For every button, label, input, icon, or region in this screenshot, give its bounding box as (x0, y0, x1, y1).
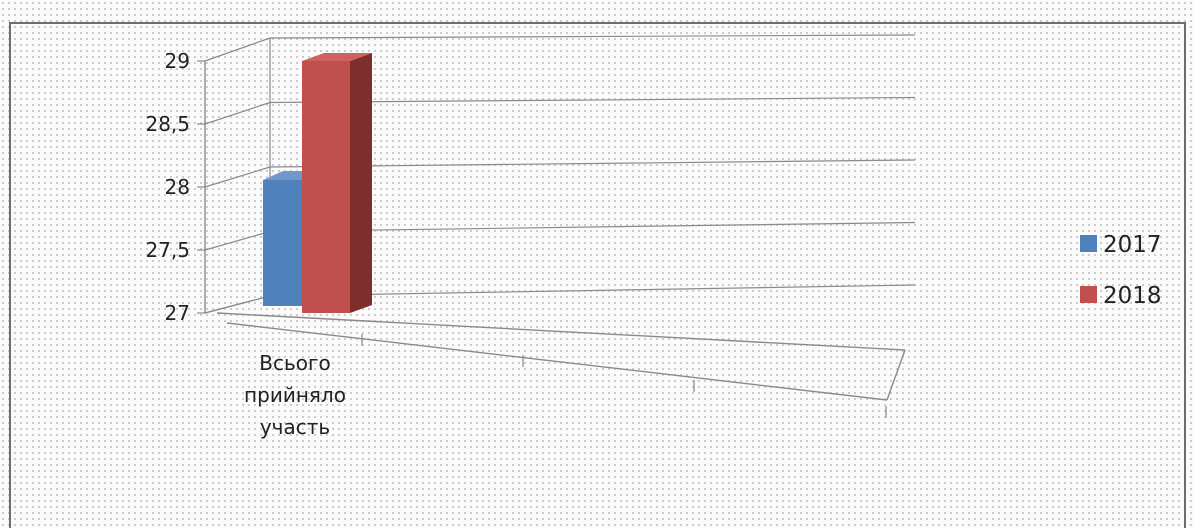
y-tick-label: 27 (165, 301, 190, 325)
gridline-1 (269, 221, 916, 233)
category-label: Всього (259, 351, 330, 375)
legend-swatch-2017 (1080, 235, 1097, 252)
category-label: участь (260, 415, 330, 439)
y-tick-label: 28 (165, 175, 190, 199)
side-gridline-4 (204, 37, 271, 62)
gridline-2 (269, 159, 916, 168)
gridline-4 (269, 34, 916, 39)
bar-2018 (302, 61, 350, 313)
y-tick-label: 29 (165, 49, 190, 73)
x-axis (226, 322, 888, 401)
gridline-3 (269, 96, 916, 104)
side-gridline-2 (204, 166, 271, 188)
y-tick-label: 27,5 (145, 238, 190, 262)
bar-2018-side (350, 53, 372, 313)
gridline-0 (269, 284, 916, 297)
floor-right-edge (886, 349, 906, 401)
category-label: прийняло (244, 383, 346, 407)
side-gridline-3 (204, 101, 271, 125)
chart-frame (9, 22, 1186, 528)
y-tick-label: 28,5 (145, 112, 190, 136)
side-gridline-1 (204, 230, 271, 251)
legend-label-2017: 2017 (1103, 232, 1162, 258)
legend-swatch-2018 (1080, 286, 1097, 303)
legend-label-2018: 2018 (1103, 283, 1162, 309)
floor-front-edge (216, 312, 906, 351)
floor-left-edge (204, 295, 271, 314)
bar-2018-top (302, 53, 372, 61)
bar-2017 (263, 180, 305, 306)
